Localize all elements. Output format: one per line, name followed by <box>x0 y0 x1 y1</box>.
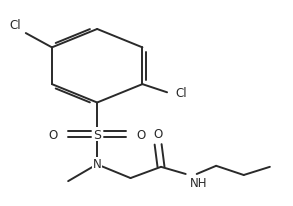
Text: O: O <box>49 128 58 141</box>
Text: N: N <box>93 158 102 170</box>
Text: Cl: Cl <box>176 86 188 99</box>
Text: S: S <box>93 128 101 141</box>
Text: O: O <box>136 128 146 141</box>
Text: O: O <box>154 127 163 140</box>
Text: Cl: Cl <box>10 19 21 32</box>
Text: NH: NH <box>190 176 207 189</box>
